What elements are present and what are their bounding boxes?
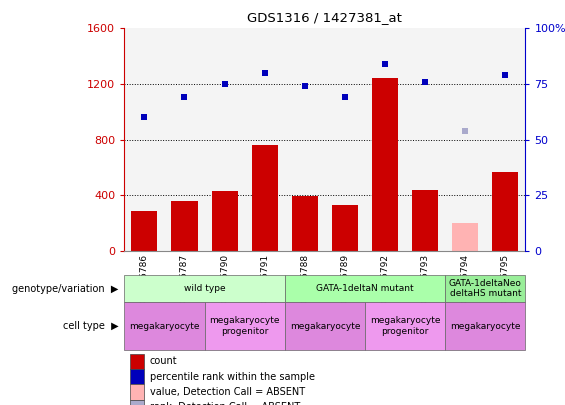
Bar bbox=[365, 302, 445, 350]
Text: megakaryocyte: megakaryocyte bbox=[129, 322, 199, 330]
Bar bbox=[365, 28, 405, 251]
Point bbox=[260, 70, 270, 76]
Bar bbox=[124, 302, 205, 350]
Text: megakaryocyte
progenitor: megakaryocyte progenitor bbox=[210, 316, 280, 336]
Bar bbox=[130, 369, 144, 384]
Text: count: count bbox=[150, 356, 177, 366]
Bar bbox=[405, 28, 445, 251]
Bar bbox=[251, 145, 278, 251]
Bar bbox=[124, 275, 285, 302]
Bar bbox=[445, 275, 525, 302]
Bar bbox=[285, 302, 365, 350]
Text: megakaryocyte: megakaryocyte bbox=[290, 322, 360, 330]
Point bbox=[140, 114, 149, 121]
Bar bbox=[211, 191, 238, 251]
Text: genotype/variation  ▶: genotype/variation ▶ bbox=[12, 284, 119, 294]
Bar bbox=[332, 205, 358, 251]
Text: rank, Detection Call = ABSENT: rank, Detection Call = ABSENT bbox=[150, 402, 300, 405]
Point bbox=[301, 83, 310, 90]
Point bbox=[461, 128, 470, 134]
Bar bbox=[292, 196, 318, 251]
Bar bbox=[131, 211, 158, 251]
Bar bbox=[445, 28, 485, 251]
Text: GATA-1deltaNeo
deltaHS mutant: GATA-1deltaNeo deltaHS mutant bbox=[449, 279, 521, 298]
Text: megakaryocyte: megakaryocyte bbox=[450, 322, 520, 330]
Bar bbox=[130, 384, 144, 399]
Bar bbox=[445, 302, 525, 350]
Point bbox=[421, 79, 430, 85]
Bar bbox=[285, 28, 325, 251]
Bar bbox=[171, 201, 198, 251]
Point bbox=[341, 94, 350, 100]
Bar bbox=[205, 28, 245, 251]
Bar bbox=[492, 172, 519, 251]
Point bbox=[501, 72, 510, 78]
Text: GATA-1deltaN mutant: GATA-1deltaN mutant bbox=[316, 284, 414, 293]
Text: value, Detection Call = ABSENT: value, Detection Call = ABSENT bbox=[150, 387, 305, 397]
Bar bbox=[124, 28, 164, 251]
Bar bbox=[412, 190, 438, 251]
Text: cell type  ▶: cell type ▶ bbox=[63, 321, 119, 331]
Text: wild type: wild type bbox=[184, 284, 225, 293]
Bar bbox=[164, 28, 205, 251]
Point bbox=[381, 61, 390, 67]
Bar bbox=[130, 399, 144, 405]
Text: megakaryocyte
progenitor: megakaryocyte progenitor bbox=[370, 316, 440, 336]
Bar bbox=[245, 28, 285, 251]
Bar bbox=[285, 275, 445, 302]
Text: percentile rank within the sample: percentile rank within the sample bbox=[150, 371, 315, 382]
Title: GDS1316 / 1427381_at: GDS1316 / 1427381_at bbox=[247, 11, 402, 24]
Bar bbox=[452, 223, 479, 251]
Bar bbox=[205, 302, 285, 350]
Bar bbox=[485, 28, 525, 251]
Bar bbox=[130, 354, 144, 369]
Bar bbox=[372, 79, 398, 251]
Point bbox=[220, 81, 229, 87]
Point bbox=[180, 94, 189, 100]
Bar bbox=[325, 28, 365, 251]
